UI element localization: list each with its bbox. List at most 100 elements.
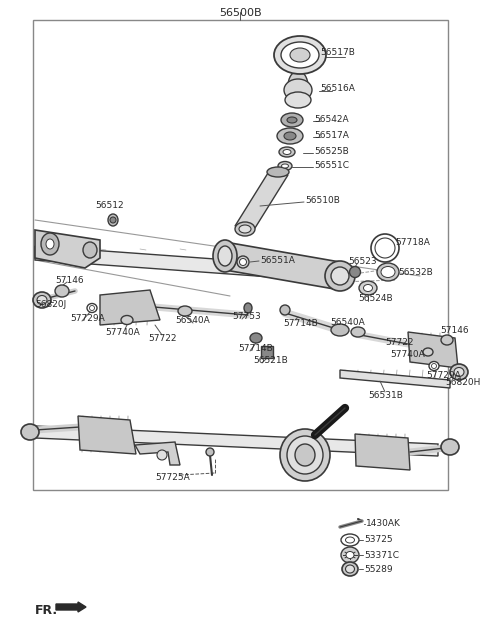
Text: 57714B: 57714B <box>238 343 273 352</box>
Ellipse shape <box>381 267 395 278</box>
Ellipse shape <box>285 92 311 108</box>
Ellipse shape <box>331 324 349 336</box>
Text: 55289: 55289 <box>364 565 393 574</box>
Text: 56525B: 56525B <box>314 146 349 155</box>
Ellipse shape <box>250 333 262 343</box>
Ellipse shape <box>346 565 355 573</box>
Ellipse shape <box>280 305 290 315</box>
Text: 57146: 57146 <box>55 276 84 285</box>
Ellipse shape <box>21 424 39 440</box>
Text: 57718A: 57718A <box>395 238 430 247</box>
Ellipse shape <box>37 296 47 305</box>
Ellipse shape <box>108 214 118 226</box>
Ellipse shape <box>288 71 308 101</box>
Ellipse shape <box>287 436 323 474</box>
Polygon shape <box>355 434 410 470</box>
Ellipse shape <box>351 327 365 337</box>
Ellipse shape <box>240 258 247 265</box>
Text: 57714B: 57714B <box>283 319 318 328</box>
Text: 56517B: 56517B <box>320 48 355 57</box>
Ellipse shape <box>283 149 291 155</box>
Text: 56532B: 56532B <box>398 267 433 276</box>
Polygon shape <box>225 242 340 290</box>
Ellipse shape <box>235 222 255 236</box>
Ellipse shape <box>342 562 358 576</box>
Ellipse shape <box>290 48 310 62</box>
Polygon shape <box>135 442 180 465</box>
Text: 56516A: 56516A <box>320 84 355 93</box>
Ellipse shape <box>83 242 97 258</box>
Ellipse shape <box>450 364 468 380</box>
Polygon shape <box>35 230 100 268</box>
Text: 56540A: 56540A <box>330 317 365 327</box>
Ellipse shape <box>213 240 237 272</box>
Text: 57740A: 57740A <box>105 328 140 337</box>
Bar <box>33 20 448 490</box>
Ellipse shape <box>423 348 433 356</box>
Ellipse shape <box>46 239 54 249</box>
Text: 56820J: 56820J <box>35 299 66 308</box>
Ellipse shape <box>33 292 51 308</box>
Bar <box>261 346 273 358</box>
Ellipse shape <box>280 429 330 481</box>
Text: 56542A: 56542A <box>314 115 348 124</box>
Text: 56531B: 56531B <box>368 390 403 399</box>
Text: 1430AK: 1430AK <box>366 520 401 529</box>
Text: 57725A: 57725A <box>155 473 190 482</box>
Ellipse shape <box>110 217 116 223</box>
Polygon shape <box>35 246 340 282</box>
Ellipse shape <box>349 267 360 278</box>
Ellipse shape <box>441 335 453 345</box>
Ellipse shape <box>331 267 349 285</box>
Ellipse shape <box>281 113 303 127</box>
Ellipse shape <box>284 79 312 101</box>
Ellipse shape <box>41 233 59 255</box>
Ellipse shape <box>346 537 355 543</box>
Text: 56517A: 56517A <box>314 131 349 140</box>
Ellipse shape <box>281 164 288 168</box>
Ellipse shape <box>206 448 214 456</box>
Text: 57722: 57722 <box>385 337 413 346</box>
Ellipse shape <box>359 281 377 295</box>
Ellipse shape <box>441 439 459 455</box>
Ellipse shape <box>274 36 326 74</box>
Text: 57722: 57722 <box>148 334 177 343</box>
Polygon shape <box>78 416 136 454</box>
Text: 56551A: 56551A <box>260 256 295 265</box>
Ellipse shape <box>237 256 249 268</box>
Ellipse shape <box>371 234 399 262</box>
FancyArrow shape <box>56 602 86 612</box>
Ellipse shape <box>55 285 69 297</box>
Ellipse shape <box>295 444 315 466</box>
Ellipse shape <box>89 305 95 310</box>
Ellipse shape <box>281 42 319 68</box>
Ellipse shape <box>218 246 232 266</box>
Polygon shape <box>35 426 438 456</box>
Ellipse shape <box>239 225 251 233</box>
Ellipse shape <box>375 238 395 258</box>
Text: 57146: 57146 <box>440 325 468 334</box>
Text: 56500B: 56500B <box>219 8 261 18</box>
Ellipse shape <box>325 261 355 291</box>
Ellipse shape <box>244 303 252 313</box>
Ellipse shape <box>178 306 192 316</box>
Ellipse shape <box>341 547 359 563</box>
Ellipse shape <box>267 167 289 177</box>
Ellipse shape <box>346 551 354 558</box>
Text: 56510B: 56510B <box>305 196 340 205</box>
Text: 57753: 57753 <box>232 312 261 321</box>
Text: 56523: 56523 <box>348 256 377 265</box>
Text: 56524B: 56524B <box>358 294 393 303</box>
Ellipse shape <box>454 368 464 377</box>
Ellipse shape <box>287 117 297 123</box>
Ellipse shape <box>341 534 359 546</box>
Ellipse shape <box>432 363 436 368</box>
Text: 53725: 53725 <box>364 536 393 544</box>
Text: 57729A: 57729A <box>426 370 461 379</box>
Ellipse shape <box>363 285 372 292</box>
Ellipse shape <box>157 450 167 460</box>
Ellipse shape <box>279 147 295 157</box>
Ellipse shape <box>278 162 292 171</box>
Text: 56521B: 56521B <box>253 355 288 365</box>
Polygon shape <box>100 290 160 325</box>
